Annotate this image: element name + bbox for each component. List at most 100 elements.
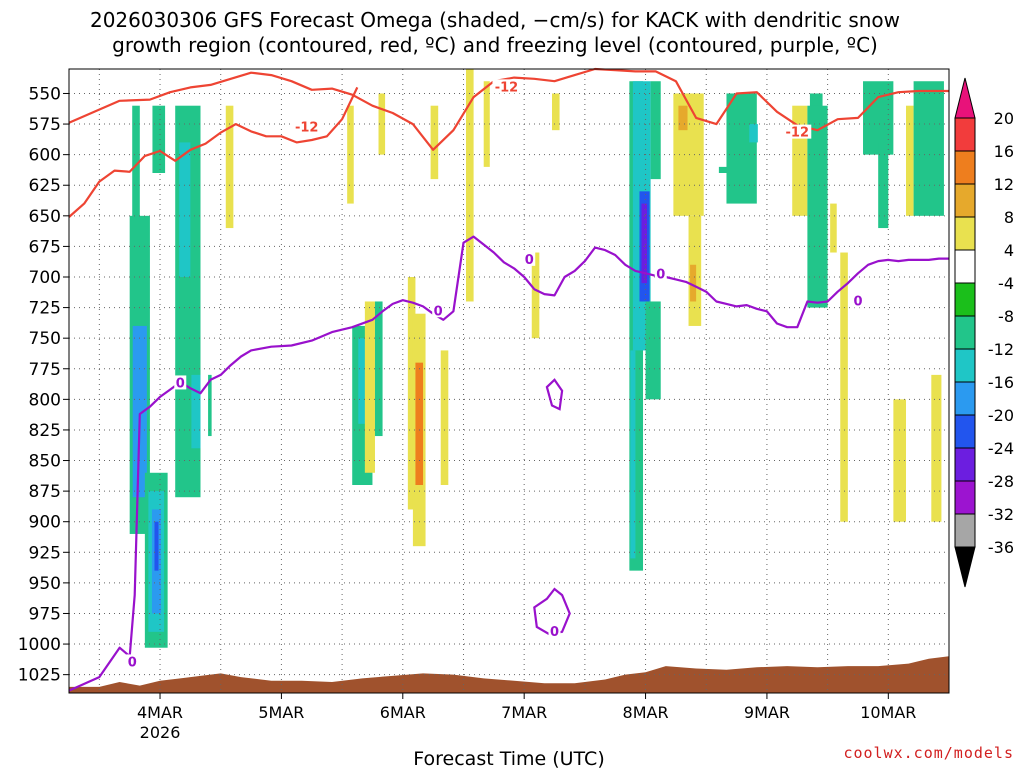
omega-cell-17 — [378, 93, 386, 155]
colorbar-segment-1 — [954, 150, 976, 185]
x-tick-label-4MAR: 4MAR — [137, 703, 183, 722]
colorbar-segment-5 — [954, 282, 976, 317]
contour-label-6: 0 — [525, 253, 534, 268]
chart-title-line1: 2026030306 GFS Forecast Omega (shaded, −… — [90, 8, 900, 32]
dgz-isotherm-lower-line — [68, 86, 359, 218]
y-tick-label-700: 700 — [29, 268, 61, 288]
freezing-level-line — [68, 235, 949, 692]
x-tick-label-9MAR: 9MAR — [744, 703, 790, 722]
omega-cell-45 — [830, 203, 837, 253]
colorbar-segment-0 — [954, 117, 976, 152]
colorbar-bottom-arrow — [954, 546, 976, 588]
contour-label-bg-2 — [783, 124, 812, 139]
omega-cell-21 — [415, 362, 424, 485]
omega-cell-0 — [132, 105, 140, 241]
terrain-fill — [69, 656, 949, 693]
y-tick-label-675: 675 — [29, 237, 61, 257]
omega-cell-25 — [483, 81, 490, 167]
omega-cell-10 — [191, 374, 201, 449]
omega-cell-14 — [358, 338, 368, 424]
omega-cell-26 — [531, 252, 540, 339]
y-tick-label-575: 575 — [29, 115, 61, 135]
omega-cell-22 — [430, 105, 439, 180]
freezing-closed-contour-0 — [545, 378, 564, 411]
contour-label-2: -12 — [786, 126, 810, 141]
omega-cell-36 — [678, 105, 688, 131]
colorbar-top-arrow — [954, 77, 976, 119]
omega-cell-48 — [878, 142, 889, 229]
omega-cell-32 — [630, 350, 636, 559]
y-tick-label-850: 850 — [29, 452, 61, 472]
y-tick-label-725: 725 — [29, 299, 61, 319]
omega-cell-38 — [690, 264, 697, 302]
omega-cell-34 — [650, 81, 661, 180]
contour-label-bg-0 — [292, 119, 321, 134]
contour-label-1: -12 — [495, 80, 519, 95]
x-tick-label-10MAR: 10MAR — [860, 703, 916, 722]
colorbar-label-1: 16 — [994, 142, 1014, 161]
colorbar-segment-3 — [954, 216, 976, 251]
contour-label-bg-9 — [851, 293, 864, 308]
omega-cell-44 — [807, 105, 828, 308]
omega-cell-15 — [364, 301, 375, 473]
omega-cell-2 — [132, 325, 147, 498]
omega-cell-51 — [913, 81, 944, 216]
x-axis-label: Forecast Time (UTC) — [413, 748, 604, 768]
colorbar-segment-11 — [954, 480, 976, 515]
x-tick-sublabel-4MAR: 2026 — [140, 723, 181, 742]
colorbar-label-2: 12 — [994, 175, 1014, 194]
plot-frame — [68, 68, 950, 694]
omega-cell-9 — [179, 142, 191, 277]
contour-label-bg-1 — [492, 79, 521, 94]
colorbar-label-8: -16 — [988, 373, 1014, 392]
y-tick-label-600: 600 — [29, 146, 61, 166]
colorbar-label-3: 8 — [1004, 208, 1014, 227]
x-tick-label-5MAR: 5MAR — [258, 703, 304, 722]
omega-cell-19 — [407, 277, 416, 510]
colorbar-segment-8 — [954, 381, 976, 416]
credit-link[interactable]: coolwx.com/models — [843, 744, 1014, 762]
colorbar-label-12: -32 — [988, 505, 1014, 524]
y-tick-label-900: 900 — [29, 513, 61, 533]
contour-label-bg-5 — [432, 303, 445, 318]
colorbar-label-11: -28 — [988, 472, 1014, 491]
colorbar-label-0: 20 — [994, 109, 1014, 128]
contour-label-bg-4 — [126, 654, 139, 669]
omega-cell-23 — [440, 350, 449, 485]
omega-cell-31 — [641, 203, 648, 284]
y-tick-label-625: 625 — [29, 176, 61, 196]
y-tick-label-550: 550 — [29, 84, 61, 104]
contour-label-3: 0 — [176, 376, 185, 391]
colorbar-label-13: -36 — [988, 538, 1014, 557]
y-tick-label-775: 775 — [29, 360, 61, 380]
colorbar-segment-2 — [954, 183, 976, 218]
omega-cell-33 — [645, 301, 661, 400]
colorbar-label-9: -20 — [988, 406, 1014, 425]
colorbar-segment-6 — [954, 315, 976, 350]
omega-cell-52 — [931, 374, 942, 522]
contour-label-bg-6 — [523, 251, 536, 266]
contour-label-9: 0 — [853, 294, 862, 309]
y-tick-label-1025: 1025 — [18, 666, 61, 686]
colorbar-segment-10 — [954, 447, 976, 482]
colorbar-segment-4 — [954, 249, 976, 284]
chart-title-line2: growth region (contoured, red, ºC) and f… — [112, 33, 878, 57]
colorbar-segment-9 — [954, 414, 976, 449]
omega-cell-16 — [374, 301, 383, 437]
y-axis: 550 575 600 625 650 675 700 725 750 775 800 825 850 8… — [18, 84, 69, 686]
contour-label-4: 0 — [128, 655, 137, 670]
x-tick-label-7MAR: 7MAR — [501, 703, 547, 722]
y-tick-label-750: 750 — [29, 329, 61, 349]
colorbar-label-7: -12 — [988, 340, 1014, 359]
omega-cell-12 — [225, 105, 234, 229]
contour-label-7: 0 — [550, 625, 559, 640]
omega-cell-11 — [208, 374, 212, 437]
omega-cell-27 — [551, 93, 560, 131]
grid — [69, 69, 949, 693]
omega-cell-40 — [718, 166, 729, 173]
omega-cell-46 — [840, 252, 848, 522]
x-tick-label-6MAR: 6MAR — [380, 703, 426, 722]
contours: -12 -12 -12 0 0 0 0 0 0 0 — [68, 67, 949, 692]
colorbar-segment-7 — [954, 348, 976, 383]
